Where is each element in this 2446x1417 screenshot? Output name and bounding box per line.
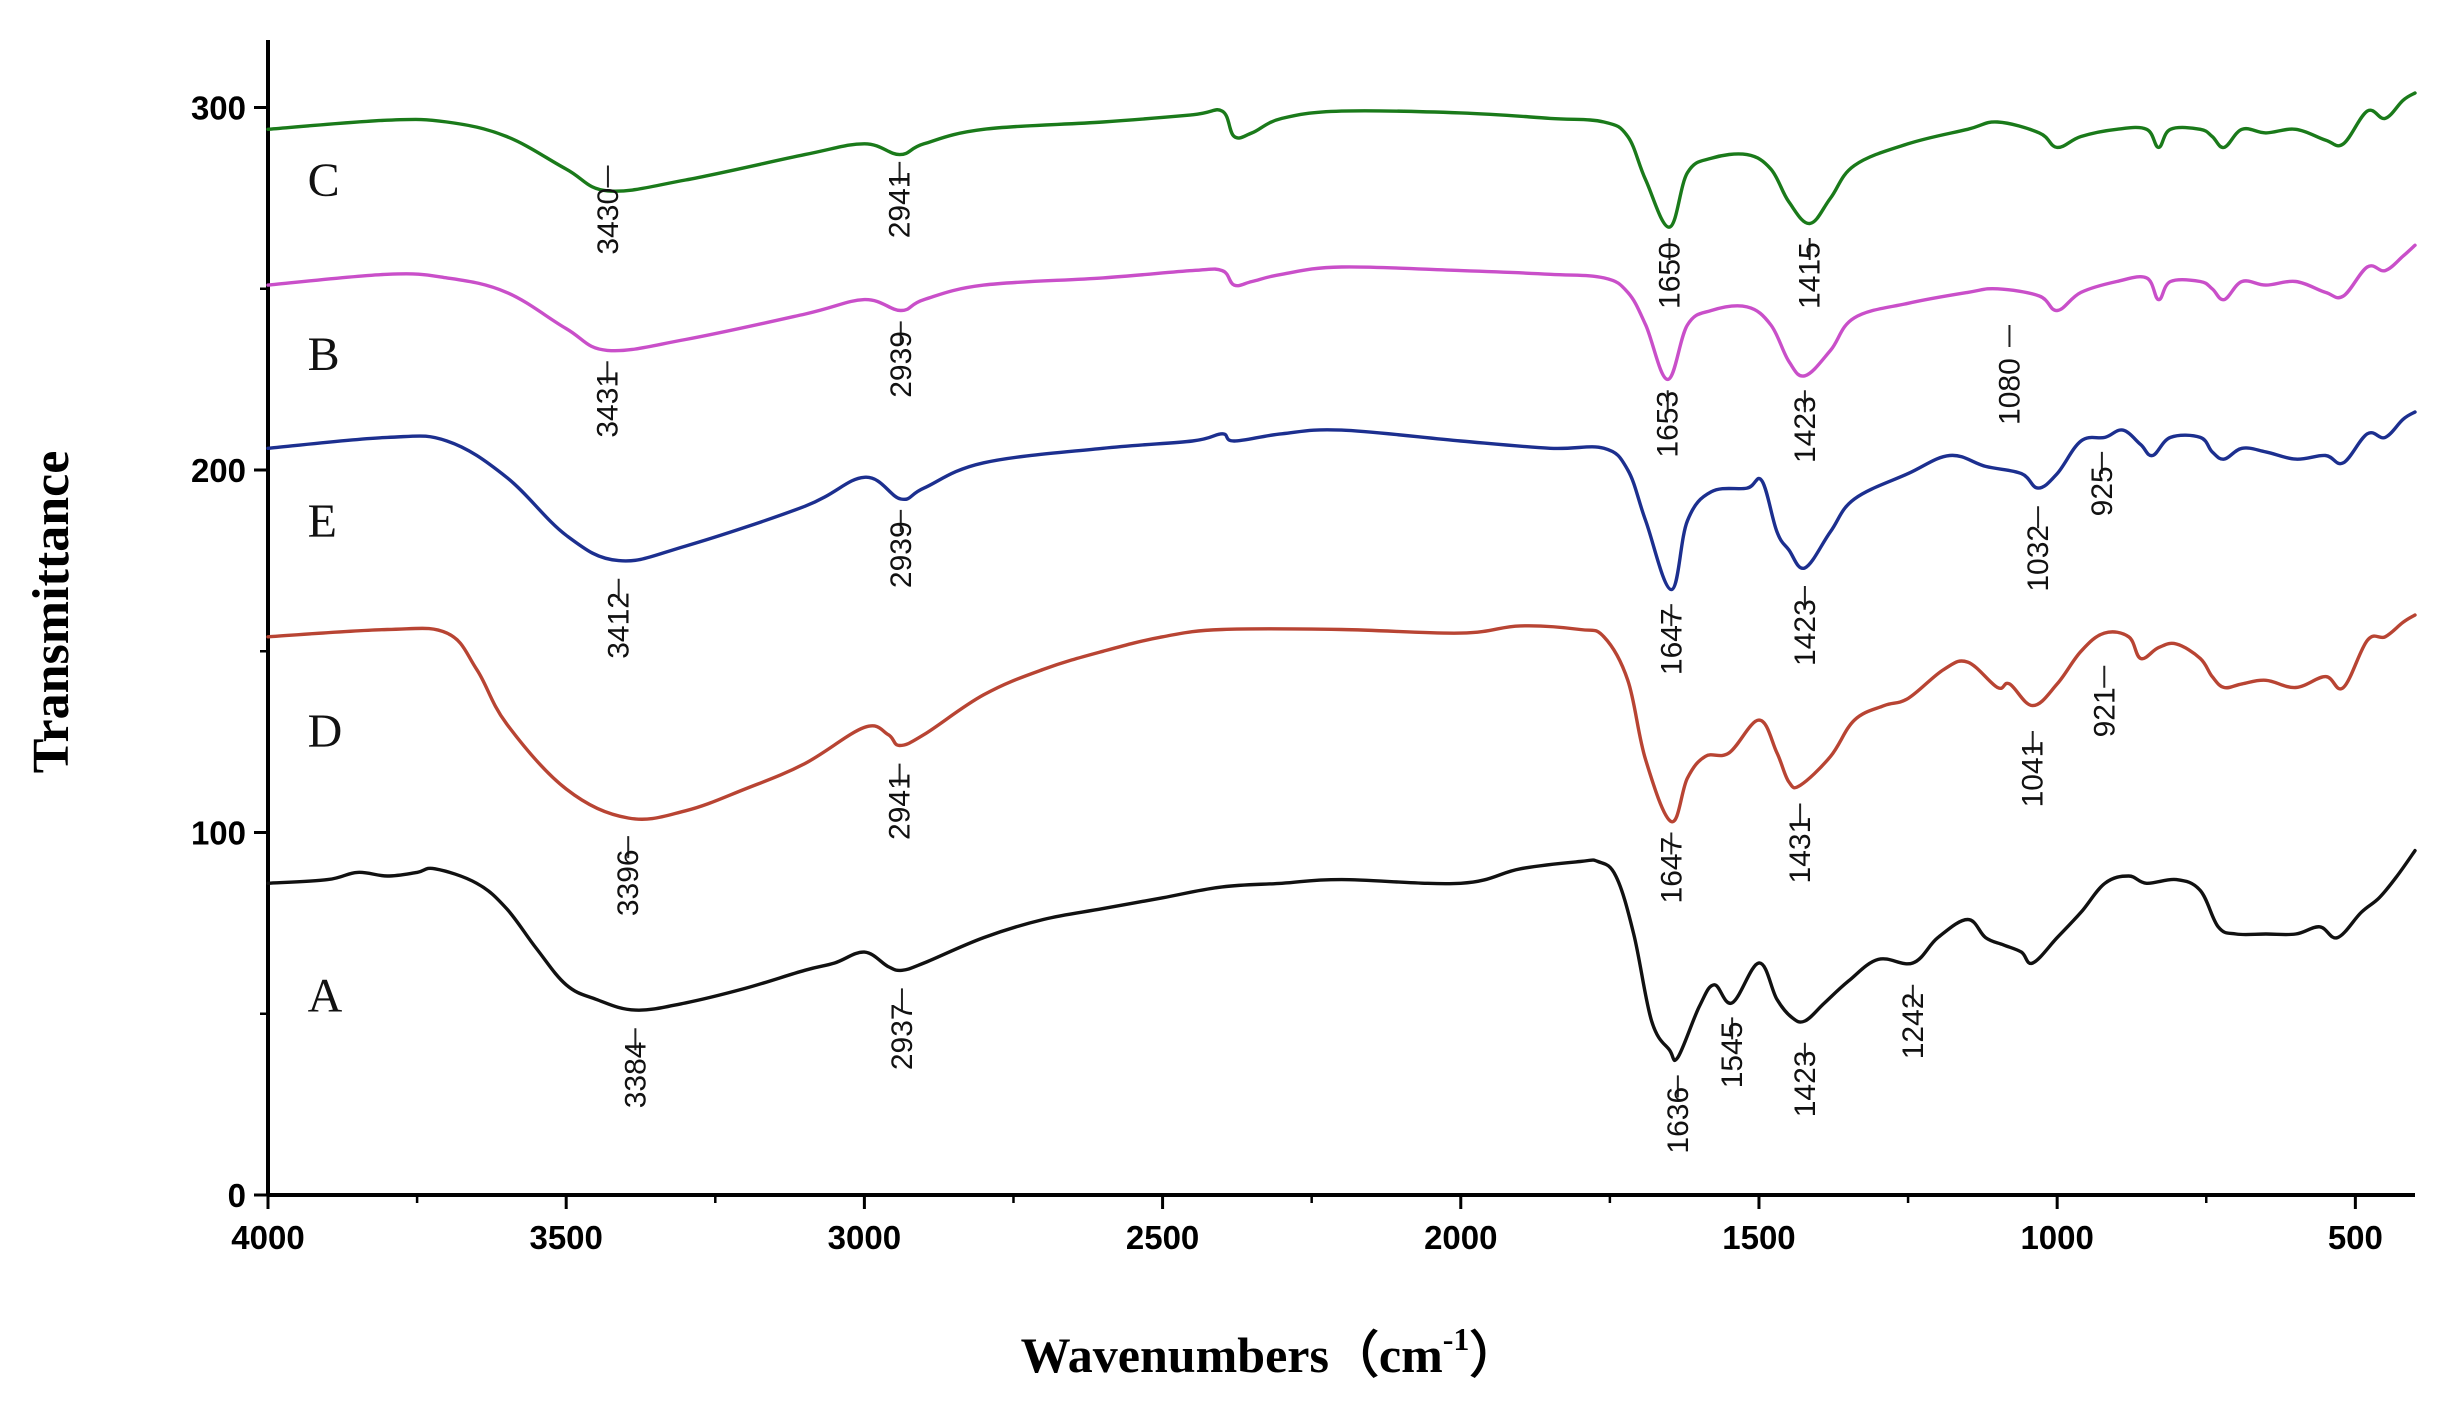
peak-annotation: 1636 xyxy=(1662,1075,1695,1154)
peak-annotation: 1647 xyxy=(1655,832,1688,904)
peak-annotation: 1431 xyxy=(1784,803,1817,884)
ticks: 4000 3500 3000 2500 2000 1500 1000 500 0 100 200 30… xyxy=(191,90,2383,1257)
peak-annotation: 921 xyxy=(2088,665,2121,737)
peak-annotation: 3396 xyxy=(612,836,645,916)
x-tick-label: 1000 xyxy=(2020,1219,2093,1256)
peak-label: 925 xyxy=(2086,466,2119,516)
peak-label: 3431 xyxy=(591,371,624,438)
peak-annotation: 2941 xyxy=(884,763,917,840)
peak-label: 3412 xyxy=(603,592,636,659)
peak-label: 3430 xyxy=(592,188,625,255)
peak-label: 1545 xyxy=(1716,1022,1749,1089)
series-line-E xyxy=(266,410,2417,592)
peak-label: 2939 xyxy=(885,331,918,398)
peak-label: 2941 xyxy=(884,773,917,840)
peak-label: 1041 xyxy=(2017,741,2050,808)
x-tick-label: 3500 xyxy=(529,1219,602,1256)
peak-annotation: 2939 xyxy=(885,509,918,588)
peak-annotation: 1653 xyxy=(1652,390,1685,458)
x-axis-title-unit: （cm xyxy=(1329,1327,1443,1383)
peak-annotation: 2941 xyxy=(884,161,917,239)
x-tick-label: 4000 xyxy=(231,1219,304,1256)
peak-annotation: 1032 xyxy=(2022,506,2055,592)
peak-annotation: 925 xyxy=(2086,451,2119,516)
series-label-D: D xyxy=(308,705,343,758)
peak-label: 3384 xyxy=(619,1042,652,1109)
peak-annotation: 3384 xyxy=(619,1028,652,1108)
peak-label: 2941 xyxy=(884,172,917,239)
peak-annotation: 1080 xyxy=(1994,325,2027,425)
y-tick-label: 200 xyxy=(191,452,246,489)
peak-label: 1431 xyxy=(1784,817,1817,884)
peak-annotation: 1545 xyxy=(1716,1017,1749,1088)
series-line-D xyxy=(266,613,2417,824)
x-tick-label: 500 xyxy=(2328,1219,2383,1256)
peak-label: 1415 xyxy=(1794,242,1827,309)
x-tick-label: 1500 xyxy=(1722,1219,1795,1256)
x-axis-title-main: Wavenumbers xyxy=(1021,1327,1329,1383)
peak-annotation: 2937 xyxy=(886,988,919,1070)
peak-label: 1650 xyxy=(1654,242,1687,309)
x-axis-title: Wavenumbers（cm-1） xyxy=(1021,1321,1520,1383)
peak-label: 1647 xyxy=(1655,608,1688,675)
y-tick-label: 100 xyxy=(191,815,246,852)
series-label-E: E xyxy=(308,495,337,548)
series-group xyxy=(266,91,2417,1063)
peak-annotation: 3412 xyxy=(603,578,636,659)
series-line-B xyxy=(266,243,2417,382)
peak-label: 1423 xyxy=(1789,396,1822,463)
series-labels: C B E D A xyxy=(308,154,343,1023)
peak-label: 1636 xyxy=(1662,1087,1695,1154)
peak-label: 3396 xyxy=(612,849,645,916)
peak-label: 1080 xyxy=(1994,358,2027,425)
peak-label: 1242 xyxy=(1897,993,1930,1060)
peak-annotation: 3430 xyxy=(592,165,625,255)
peak-annotation: 3431 xyxy=(591,361,624,438)
peak-label: 1653 xyxy=(1652,391,1685,458)
peak-annotation: 1415 xyxy=(1794,238,1827,309)
peak-annotation: 1647 xyxy=(1655,604,1688,675)
peak-label: 2937 xyxy=(886,1003,919,1070)
series-label-A: A xyxy=(308,970,343,1023)
x-tick-label: 3000 xyxy=(828,1219,901,1256)
y-axis-title: Transmittance xyxy=(23,451,80,774)
peak-annotation: 1242 xyxy=(1897,984,1930,1060)
x-axis-title-unit-sup: -1 xyxy=(1443,1321,1470,1357)
peak-annotation: 1041 xyxy=(2017,731,2050,807)
peak-label: 1647 xyxy=(1655,837,1688,904)
peak-label: 1423 xyxy=(1789,599,1822,666)
series-line-C xyxy=(266,91,2417,229)
axes xyxy=(266,40,2415,1197)
peak-annotation: 1423 xyxy=(1789,390,1822,463)
series-label-C: C xyxy=(308,154,340,207)
y-tick-label: 300 xyxy=(191,90,246,127)
peak-label: 1032 xyxy=(2022,525,2055,592)
peak-annotation: 1423 xyxy=(1789,1042,1822,1118)
x-axis-title-unit-close: ） xyxy=(1469,1327,1519,1383)
x-tick-label: 2500 xyxy=(1126,1219,1199,1256)
peak-label: 1423 xyxy=(1789,1051,1822,1118)
peak-annotation: 2939 xyxy=(885,321,918,398)
peak-annotation: 1423 xyxy=(1789,586,1822,666)
y-tick-label: 0 xyxy=(228,1177,246,1214)
peak-annotations: 3430 2941 1650 1415 3431 2939 1653 1423 1080 3412… xyxy=(591,161,2121,1154)
series-line-A xyxy=(266,848,2417,1063)
series-label-B: B xyxy=(308,328,340,381)
peak-label: 921 xyxy=(2088,687,2121,737)
peak-annotation: 1650 xyxy=(1654,238,1687,309)
peak-label: 2939 xyxy=(885,521,918,588)
x-tick-label: 2000 xyxy=(1424,1219,1497,1256)
